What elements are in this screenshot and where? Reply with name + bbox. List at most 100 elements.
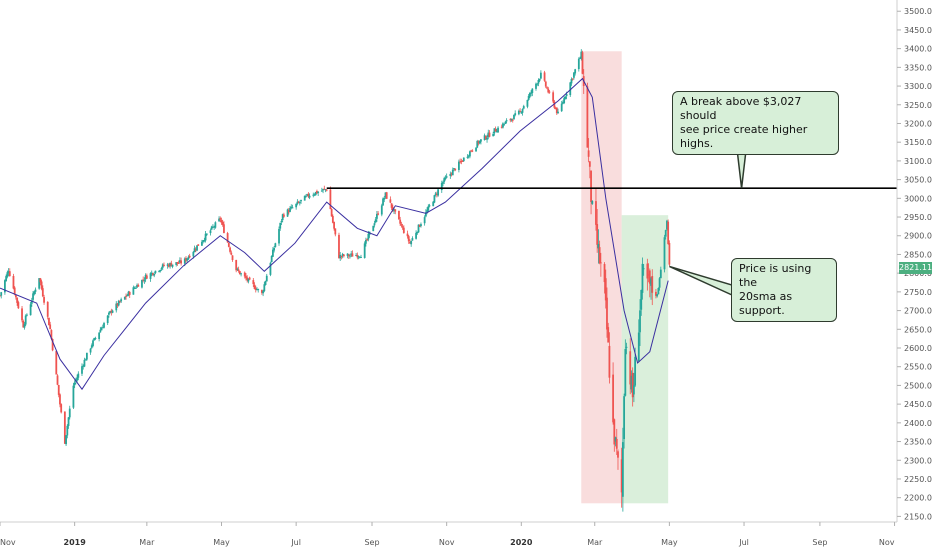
candle [185, 256, 187, 263]
candle-body [383, 198, 386, 200]
candle [159, 269, 162, 273]
candle [133, 286, 136, 289]
candle [221, 219, 224, 227]
candle-body [186, 258, 189, 261]
candle-body [355, 255, 358, 257]
candle-body [637, 332, 640, 362]
candle [573, 72, 575, 80]
candle [564, 95, 567, 100]
candle-body [320, 190, 323, 192]
candle-body [308, 195, 311, 198]
candle-body [555, 107, 558, 114]
candle [543, 70, 546, 82]
candle-body [634, 356, 637, 386]
candle [650, 276, 652, 300]
candle [40, 279, 43, 291]
candle-body [324, 189, 327, 191]
candle [603, 262, 606, 294]
price-axis[interactable]: 3500.00 3450.00 3400.00 3350.00 3300.00 3250.… [897, 7, 932, 521]
candle [547, 86, 550, 94]
candle [160, 266, 163, 271]
candle-body [325, 189, 328, 191]
time-tick-label: Nov [879, 538, 895, 547]
candle-body [519, 110, 521, 112]
candle [254, 285, 257, 293]
candle-body [123, 296, 126, 300]
candle [667, 219, 670, 245]
candle [188, 253, 191, 259]
candle-body [183, 258, 186, 264]
candle-body [517, 110, 520, 115]
candle-body [115, 303, 118, 311]
candle [90, 343, 93, 350]
candle [355, 253, 358, 257]
candle-body [347, 254, 350, 257]
candle [469, 150, 471, 159]
candle [247, 278, 250, 284]
candle-body [331, 216, 334, 223]
candle [596, 208, 599, 253]
candle-body [641, 263, 644, 293]
candle-body [219, 218, 222, 220]
candle [539, 70, 542, 80]
candle [668, 240, 671, 266]
candle [77, 371, 80, 381]
candle-body [159, 269, 162, 272]
candle [475, 147, 477, 152]
candle [229, 246, 231, 254]
candle-body [286, 209, 289, 217]
candle-body [366, 239, 369, 241]
candle-body [323, 188, 326, 190]
candle [521, 108, 524, 116]
candle-body [667, 221, 670, 245]
candle [607, 322, 610, 343]
candle-body [630, 375, 633, 390]
candle [273, 246, 276, 253]
callout-breakout: A break above $3,027 should see price cr… [672, 91, 839, 155]
candle [161, 263, 164, 271]
candle [398, 210, 400, 220]
candle [346, 253, 349, 259]
candle-body [281, 214, 284, 221]
candle [526, 99, 529, 109]
candle-body [656, 294, 659, 297]
candle-body [514, 113, 517, 116]
candle-body [77, 373, 80, 378]
candle [527, 94, 530, 101]
candle-body [303, 195, 306, 201]
candle-body [647, 274, 650, 276]
candle [286, 208, 289, 218]
candle-body [538, 78, 541, 81]
candle [219, 216, 222, 223]
candlestick-series [0, 49, 671, 512]
candle [60, 403, 63, 414]
time-tick-label: Nov [0, 538, 16, 547]
candle [420, 222, 422, 228]
candle-body [399, 219, 402, 224]
candle-body [547, 88, 550, 93]
candle [194, 247, 197, 253]
candle-body [196, 245, 198, 251]
candle [99, 326, 102, 333]
candle [115, 301, 118, 313]
candle [493, 128, 496, 136]
candle-body [539, 72, 542, 79]
candle-body [50, 330, 53, 339]
candle [143, 277, 146, 284]
candle-body [68, 408, 71, 418]
candle-body [527, 95, 530, 100]
candle [41, 285, 44, 298]
candle [458, 159, 460, 173]
candle-body [458, 161, 460, 170]
candle [66, 424, 69, 439]
time-axis[interactable]: Nov 2019 Mar May Jul Sep Nov 2020 Mar May Jul Sep No… [0, 522, 896, 547]
candle-body [608, 345, 611, 378]
candle [418, 224, 421, 227]
candle [317, 191, 320, 197]
candle [648, 268, 651, 298]
candle-body [59, 394, 61, 405]
candle [552, 90, 555, 104]
candle-body [536, 83, 539, 85]
candle-body [500, 126, 503, 128]
